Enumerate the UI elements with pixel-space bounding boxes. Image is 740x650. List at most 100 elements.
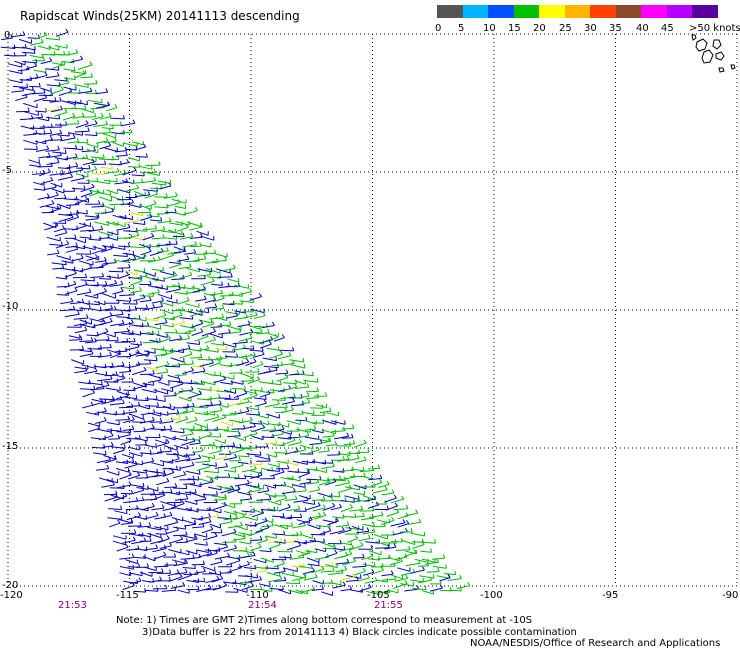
wind-barb [175, 221, 190, 226]
wind-barb [104, 458, 117, 464]
wind-barb [294, 471, 310, 474]
wind-barb [335, 524, 349, 528]
wind-barb [106, 275, 119, 279]
wind-barb-tick [288, 385, 292, 389]
wind-barb-tick [50, 162, 53, 167]
wind-barb [232, 537, 246, 541]
wind-barb-tick [110, 441, 114, 446]
wind-barb-tick [258, 293, 263, 297]
wind-barb-tick [148, 208, 152, 213]
wind-barb-tick [115, 490, 118, 495]
wind-barb-tick [210, 359, 214, 364]
wind-barb [60, 137, 76, 142]
wind-barb [129, 246, 145, 249]
wind-barb-tick [177, 199, 181, 204]
wind-barb-tick [292, 436, 296, 441]
wind-barb [370, 482, 383, 487]
wind-barb [424, 561, 439, 565]
wind-barb [93, 124, 108, 127]
wind-barb-tick [157, 212, 160, 217]
wind-barb-tick [306, 469, 310, 474]
wind-barb-tick [259, 471, 263, 476]
wind-barb-tick [405, 504, 409, 509]
wind-barb [64, 156, 78, 160]
wind-barb-tick [250, 328, 254, 333]
wind-barb-tick [363, 439, 367, 444]
wind-barb [205, 306, 217, 309]
wind-barb [421, 541, 436, 544]
wind-barb [115, 309, 131, 312]
wind-barb [349, 509, 363, 512]
wind-barb [284, 450, 299, 455]
wind-barb [46, 162, 60, 165]
wind-barb-tick [436, 558, 440, 563]
wind-barb-tick [84, 366, 88, 371]
wind-barb [180, 363, 194, 366]
wind-barb-tick [172, 322, 174, 327]
wind-barb [61, 260, 74, 264]
wind-barb [265, 413, 280, 419]
wind-barb [421, 558, 436, 563]
wind-barb [167, 491, 180, 496]
wind-barb [200, 235, 215, 241]
wind-barb [106, 422, 120, 426]
wind-barb-tick [246, 358, 250, 363]
wind-barb [304, 419, 317, 425]
wind-barb [347, 537, 358, 543]
wind-barb-tick [258, 543, 262, 548]
wind-barb-tick [87, 179, 90, 184]
wind-barb [192, 365, 205, 368]
wind-barb [119, 557, 134, 560]
wind-barb [211, 283, 223, 286]
legend-label: 30 [584, 23, 597, 34]
wind-barb [208, 486, 222, 491]
wind-barb [147, 379, 161, 383]
wind-barb [104, 309, 117, 312]
wind-barb [79, 353, 94, 357]
wind-barb [49, 132, 62, 136]
wind-barb [178, 396, 192, 402]
lat-label: 0 [4, 30, 10, 41]
wind-barb-tick [130, 319, 134, 324]
wind-barb [304, 428, 316, 431]
wind-barb [250, 546, 262, 551]
wind-barb-tick [155, 395, 158, 400]
wind-barb [287, 589, 303, 595]
wind-barb [318, 450, 330, 453]
wind-barb-tick [338, 492, 341, 498]
wind-barb [239, 549, 254, 554]
wind-barb [138, 204, 152, 210]
wind-barb-tick [219, 406, 223, 411]
wind-barb-tick [241, 513, 245, 518]
wind-barb-tick [200, 308, 204, 313]
wind-barb [390, 522, 406, 527]
wind-barb [184, 260, 200, 263]
wind-barb-tick [169, 511, 173, 516]
wind-barb-tick [152, 292, 155, 297]
wind-barb-tick [185, 559, 188, 564]
wind-barb [292, 413, 304, 415]
wind-barb [80, 76, 93, 79]
wind-barb-tick [219, 558, 223, 563]
wind-barb-tick [171, 469, 175, 473]
wind-barb [194, 571, 206, 574]
wind-barb-tick [293, 392, 296, 398]
wind-barb-tick [77, 119, 80, 124]
wind-barb [319, 541, 335, 548]
wind-barb [152, 548, 167, 553]
wind-barb-tick [177, 282, 181, 287]
wind-barb-tick [264, 517, 268, 522]
wind-barb-tick [75, 49, 79, 54]
wind-barb [54, 197, 66, 200]
wind-barb [351, 525, 364, 531]
wind-barb-tick [227, 426, 230, 431]
wind-barb-tick [133, 255, 137, 260]
wind-barb [142, 341, 158, 344]
wind-barb-tick [351, 424, 355, 429]
wind-barb-tick [208, 270, 212, 276]
wind-barb [360, 517, 374, 521]
wind-barb [256, 498, 271, 501]
wind-barb [74, 329, 87, 334]
wind-barb [159, 545, 172, 549]
wind-barb-tick [175, 240, 178, 245]
